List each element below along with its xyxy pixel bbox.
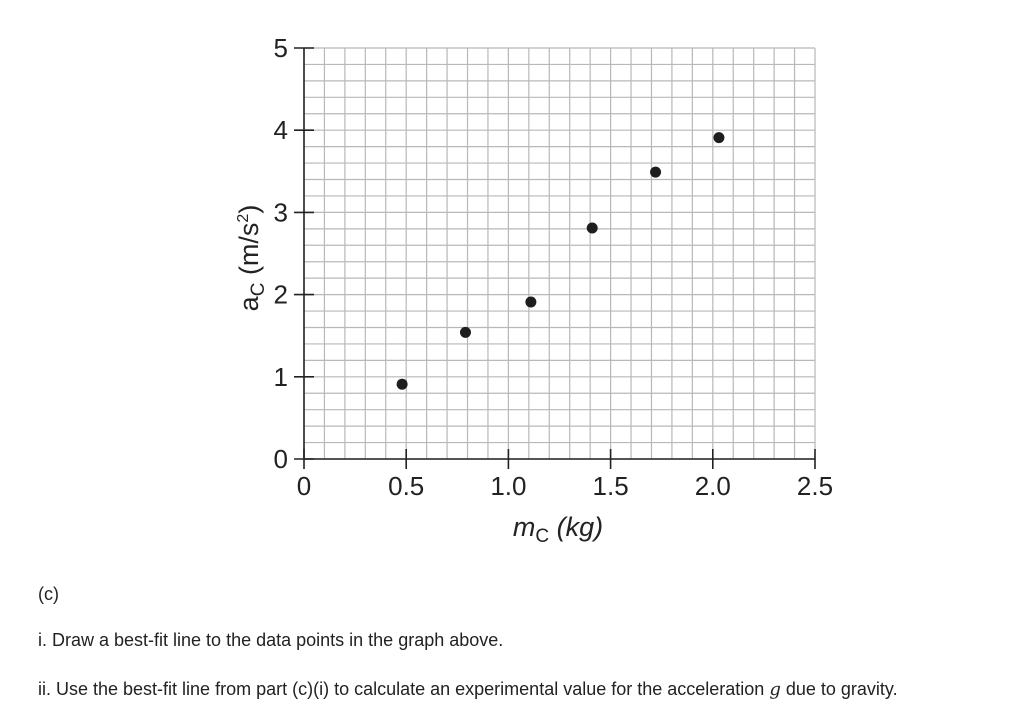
x-tick-label: 0.5 bbox=[388, 471, 424, 501]
x-tick-label: 0 bbox=[297, 471, 311, 501]
x-tick-label: 2.5 bbox=[797, 471, 833, 501]
data-point bbox=[650, 166, 662, 178]
part-label: (c) bbox=[38, 584, 59, 604]
x-tick-label: 1.5 bbox=[593, 471, 629, 501]
tick-labels: 0 0.5 1.0 1.5 2.0 2.5 0 1 2 3 4 5 bbox=[274, 33, 834, 501]
scatter-chart: 0 0.5 1.0 1.5 2.0 2.5 0 1 2 3 4 5 mC (kg) aC (m/s2) bbox=[234, 33, 834, 547]
y-tick-label: 1 bbox=[274, 362, 288, 392]
data-points bbox=[396, 132, 725, 390]
data-point bbox=[586, 222, 598, 234]
question-ii-text-end: due to gravity. bbox=[780, 679, 898, 699]
data-point bbox=[459, 326, 471, 338]
y-tick-label: 3 bbox=[274, 197, 288, 227]
data-point bbox=[396, 378, 408, 390]
question-i: i. Draw a best-fit line to the data poin… bbox=[38, 630, 504, 650]
data-point bbox=[713, 132, 725, 144]
gravity-variable: g bbox=[769, 679, 781, 700]
y-tick-label: 4 bbox=[274, 115, 288, 145]
y-tick-label: 2 bbox=[274, 280, 288, 310]
question-ii-text-start: ii. Use the best-fit line from part (c)(… bbox=[38, 679, 770, 699]
x-axis-title: mC (kg) bbox=[513, 512, 603, 547]
y-tick-label: 0 bbox=[274, 444, 288, 474]
y-tick-label: 5 bbox=[274, 33, 288, 63]
question-ii: ii. Use the best-fit line from part (c)(… bbox=[38, 679, 898, 700]
x-tick-label: 1.0 bbox=[490, 471, 526, 501]
chart-grid bbox=[303, 47, 816, 460]
x-tick-label: 2.0 bbox=[695, 471, 731, 501]
chart-axes bbox=[294, 47, 816, 469]
data-point bbox=[525, 296, 537, 308]
y-axis-title: aC (m/s2) bbox=[234, 205, 269, 312]
